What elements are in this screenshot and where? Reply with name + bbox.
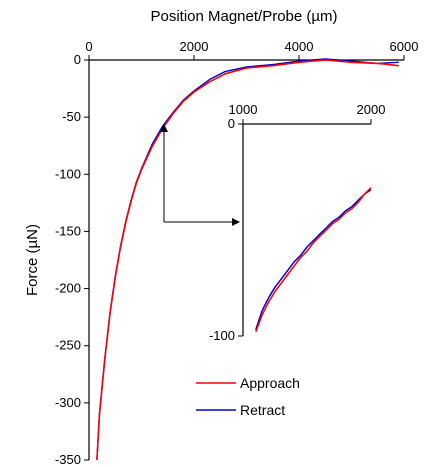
x-ticks: 0 2000 4000 6000 [85, 39, 418, 60]
y-tick-label: -200 [55, 281, 81, 296]
y-tick-label: -300 [55, 395, 81, 410]
inset-series [255, 187, 372, 333]
zoom-arrow [160, 124, 240, 226]
x-tick-label: 0 [85, 39, 92, 54]
inset-x-tick-label: 1000 [229, 102, 258, 117]
inset-y-ticks: 0 -100 [209, 116, 243, 343]
y-tick-label: 0 [74, 52, 81, 67]
inset-plot: 1000 2000 0 -100 [209, 102, 385, 343]
arrow-head-up [160, 124, 168, 132]
series-line-retract [96, 58, 399, 461]
inset-x-tick-label: 2000 [357, 102, 386, 117]
legend-retract-label: Retract [240, 402, 285, 418]
series-line-approach [96, 59, 399, 461]
y-tick-label: -50 [62, 109, 81, 124]
x-axis-title: Position Magnet/Probe (µm) [150, 8, 337, 25]
legend: Approach Retract [196, 375, 300, 418]
inset-series-line-approach [255, 187, 372, 333]
y-tick-label: -350 [55, 452, 81, 467]
y-tick-label: -250 [55, 338, 81, 353]
inset-y-tick-label: 0 [228, 116, 235, 131]
arrow-head-right [232, 218, 240, 226]
inset-series-line-retract [255, 189, 372, 330]
x-tick-label: 2000 [180, 39, 209, 54]
inset-x-ticks: 1000 2000 [229, 102, 386, 124]
legend-approach-label: Approach [240, 375, 300, 391]
inset-y-tick-label: -100 [209, 328, 235, 343]
y-tick-label: -100 [55, 166, 81, 181]
main-plot: Position Magnet/Probe (µm) Force (µN) 0 2… [24, 8, 418, 467]
y-tick-label: -150 [55, 223, 81, 238]
main-series [96, 58, 399, 461]
x-tick-label: 4000 [285, 39, 314, 54]
y-axis-title: Force (µN) [24, 224, 41, 296]
y-ticks: 0 -50 -100 -150 -200 -250 -300 -350 [55, 52, 89, 467]
x-tick-label: 6000 [390, 39, 419, 54]
